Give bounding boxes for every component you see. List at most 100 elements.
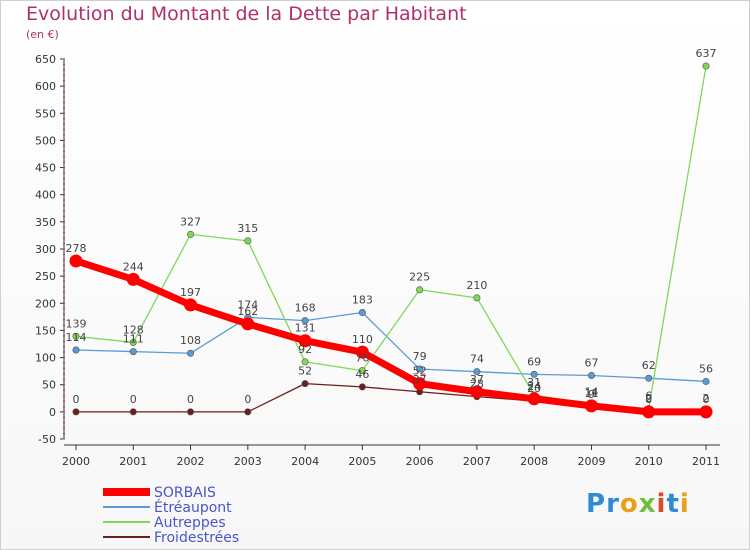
data-point xyxy=(69,254,83,268)
data-point xyxy=(358,309,366,317)
proxiti-logo: Proxiti xyxy=(586,489,690,519)
logo-letter: t xyxy=(666,489,680,519)
y-tick-label: 0 xyxy=(49,406,56,419)
y-minor-tick xyxy=(63,286,65,288)
data-point xyxy=(473,368,481,376)
y-minor-tick xyxy=(63,150,65,152)
y-minor-tick xyxy=(63,308,65,310)
data-point xyxy=(184,298,198,312)
data-label: 174 xyxy=(237,298,258,311)
y-minor-tick xyxy=(63,91,65,93)
data-point xyxy=(642,405,656,419)
data-label: 76 xyxy=(355,352,369,365)
data-label: 637 xyxy=(696,47,717,60)
y-minor-tick xyxy=(63,384,65,386)
data-point xyxy=(187,230,195,238)
y-tick-label: 250 xyxy=(35,270,56,283)
unit-label: (en €) xyxy=(26,28,59,41)
y-minor-tick xyxy=(63,237,65,239)
logo-letter: P xyxy=(586,489,607,519)
x-tick-label: 2001 xyxy=(119,455,147,468)
data-point xyxy=(702,62,710,70)
y-minor-tick xyxy=(63,156,65,158)
x-tick-label: 2010 xyxy=(635,455,663,468)
x-tick-label: 2011 xyxy=(692,455,720,468)
series-line xyxy=(75,311,707,383)
y-minor-tick xyxy=(63,215,65,217)
y-minor-tick xyxy=(63,107,65,109)
y-minor-tick xyxy=(63,405,65,407)
data-label: 92 xyxy=(298,343,312,356)
y-minor-tick xyxy=(63,264,65,266)
axes: -500501001502002503003504004505005506006… xyxy=(35,53,720,468)
data-point xyxy=(470,385,484,399)
logo-letter: i xyxy=(656,489,667,519)
y-minor-tick xyxy=(63,129,65,131)
y-minor-tick xyxy=(63,80,65,82)
data-point xyxy=(587,371,595,379)
data-point xyxy=(72,332,80,340)
data-label: 11 xyxy=(584,387,598,400)
y-minor-tick xyxy=(63,69,65,71)
y-minor-tick xyxy=(63,302,65,304)
y-minor-tick xyxy=(63,112,65,114)
y-minor-tick xyxy=(63,378,65,380)
data-label: 31 xyxy=(527,376,541,389)
y-tick-label: 450 xyxy=(35,162,56,175)
data-label: 52 xyxy=(413,365,427,378)
y-minor-tick xyxy=(63,253,65,255)
y-minor-tick xyxy=(63,210,65,212)
y-minor-tick xyxy=(63,194,65,196)
data-label: 46 xyxy=(355,368,369,381)
logo-letter: r xyxy=(606,489,620,519)
y-tick-label: 650 xyxy=(35,53,56,66)
data-point xyxy=(584,399,598,413)
series-line xyxy=(75,65,707,410)
data-point xyxy=(129,348,137,356)
data-point xyxy=(699,405,713,419)
data-label: 6 xyxy=(645,390,652,403)
data-point xyxy=(355,345,369,359)
data-label: 225 xyxy=(409,271,430,284)
data-label: 114 xyxy=(66,331,87,344)
y-minor-tick xyxy=(63,340,65,342)
data-point xyxy=(126,272,140,286)
data-point xyxy=(358,367,366,375)
data-point xyxy=(702,377,710,385)
series-lines xyxy=(69,62,713,419)
y-minor-tick xyxy=(63,427,65,429)
y-minor-tick xyxy=(63,232,65,234)
y-minor-tick xyxy=(63,275,65,277)
y-minor-tick xyxy=(63,351,65,353)
x-tick-label: 2008 xyxy=(520,455,548,468)
y-minor-tick xyxy=(63,433,65,435)
data-label: 111 xyxy=(123,333,144,346)
data-label: 37 xyxy=(413,373,427,386)
y-minor-tick xyxy=(63,319,65,321)
data-label: 0 xyxy=(645,393,652,406)
legend-label: Froidestrées xyxy=(154,530,239,546)
data-label: 162 xyxy=(237,305,258,318)
legend-label: SORBAIS xyxy=(154,485,216,501)
data-point xyxy=(244,237,252,245)
y-minor-tick xyxy=(63,85,65,87)
y-minor-tick xyxy=(63,389,65,391)
data-point xyxy=(241,317,255,331)
y-minor-tick xyxy=(63,329,65,331)
y-minor-tick xyxy=(63,362,65,364)
y-minor-tick xyxy=(63,161,65,163)
data-label: 210 xyxy=(466,279,487,292)
y-minor-tick xyxy=(63,270,65,272)
data-label: 0 xyxy=(73,393,80,406)
x-tick-label: 2009 xyxy=(577,455,605,468)
data-label: 128 xyxy=(123,323,144,336)
y-minor-tick xyxy=(63,183,65,185)
y-tick-label: 300 xyxy=(35,243,56,256)
logo-letter: o xyxy=(619,489,639,519)
data-label: 20 xyxy=(527,382,541,395)
y-minor-tick xyxy=(63,259,65,261)
data-label: 74 xyxy=(470,353,484,366)
